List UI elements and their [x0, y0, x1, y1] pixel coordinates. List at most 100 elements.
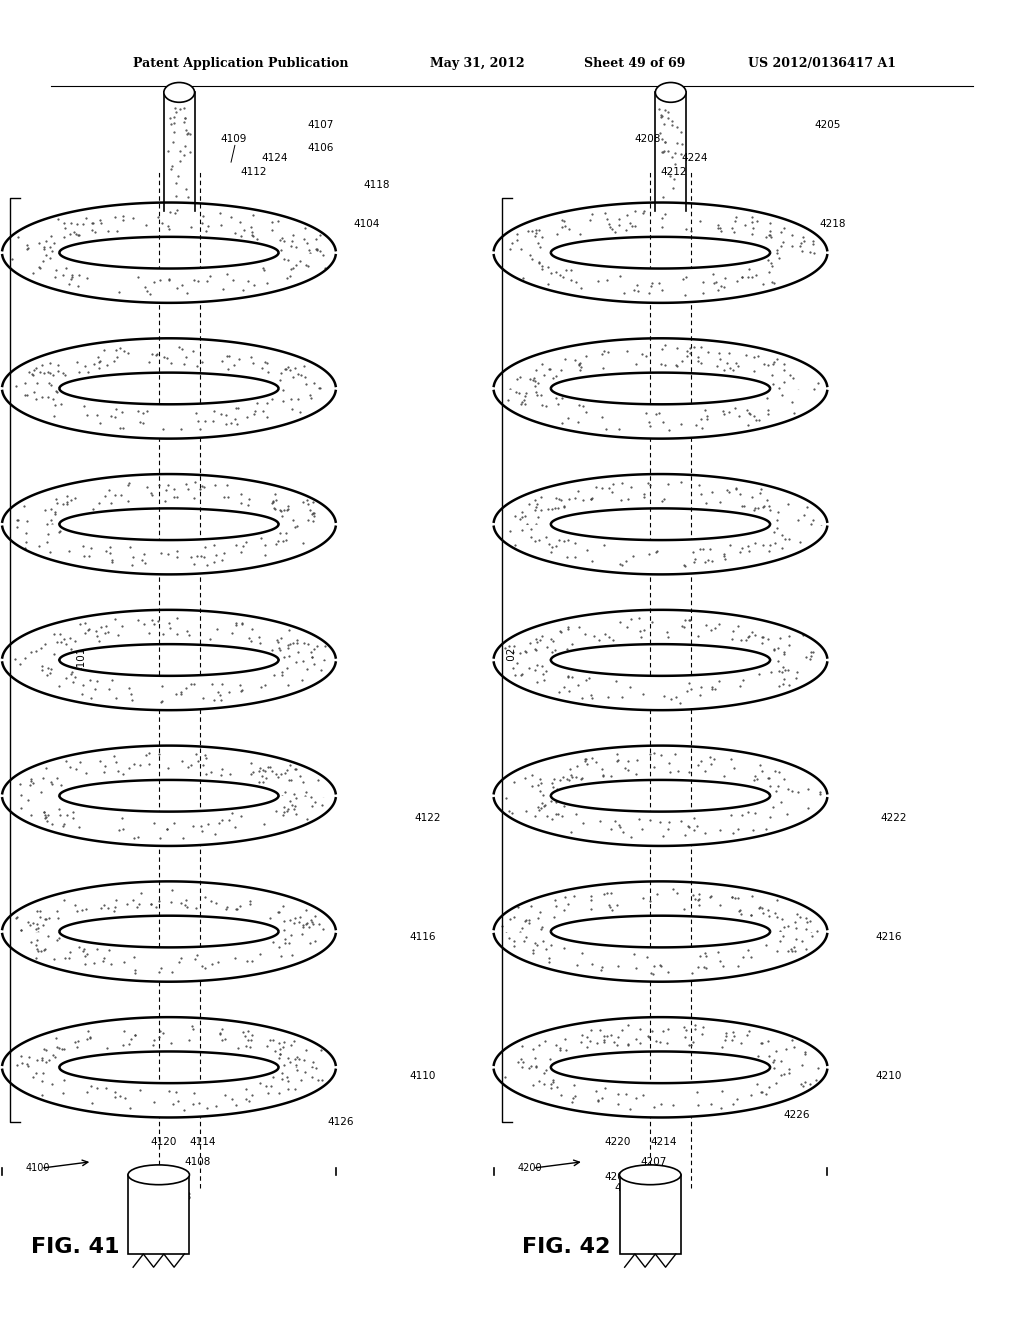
Point: [50, 1038, 67, 1059]
Point: [560, 529, 577, 550]
Point: [547, 890, 563, 911]
Point: [660, 473, 677, 494]
Point: [302, 499, 318, 520]
Point: [91, 351, 108, 372]
Point: [543, 541, 559, 562]
Point: [276, 499, 293, 520]
Point: [531, 529, 548, 550]
Point: [76, 939, 92, 960]
Point: [621, 1015, 637, 1036]
Point: [716, 544, 732, 565]
Point: [134, 549, 151, 570]
Point: [303, 642, 319, 663]
Point: [716, 545, 732, 566]
Point: [659, 961, 676, 982]
Point: [742, 904, 759, 925]
Point: [168, 1082, 184, 1104]
Point: [204, 953, 220, 974]
Point: [672, 692, 688, 713]
Point: [623, 477, 639, 498]
Point: [294, 923, 310, 944]
Point: [90, 492, 106, 513]
Point: [188, 355, 205, 376]
Point: [682, 610, 698, 631]
Point: [82, 1027, 98, 1048]
Point: [63, 638, 80, 659]
Point: [538, 661, 554, 682]
Point: [255, 771, 271, 792]
Point: [538, 793, 554, 814]
Point: [767, 532, 783, 553]
Point: [33, 941, 49, 962]
Point: [691, 474, 708, 495]
Point: [152, 1020, 168, 1041]
Point: [642, 891, 658, 912]
Point: [95, 946, 112, 968]
Point: [202, 628, 218, 649]
Point: [593, 960, 609, 981]
Point: [220, 346, 237, 367]
Point: [552, 264, 568, 285]
Point: [603, 482, 620, 503]
Point: [611, 214, 628, 235]
Point: [115, 210, 131, 231]
Point: [298, 900, 314, 921]
Point: [272, 1039, 289, 1060]
Point: [185, 1082, 202, 1104]
Point: [586, 624, 602, 645]
Point: [681, 762, 697, 783]
Point: [514, 502, 530, 523]
Point: [243, 752, 259, 774]
Point: [799, 911, 815, 932]
Point: [500, 389, 516, 411]
Point: [288, 1057, 304, 1078]
Point: [613, 686, 630, 708]
Point: [172, 684, 188, 705]
Point: [46, 267, 62, 288]
Point: [299, 808, 315, 829]
Point: [544, 772, 560, 793]
Point: [203, 890, 219, 911]
Point: [613, 1019, 630, 1040]
Point: [761, 541, 777, 562]
Point: [728, 1089, 744, 1110]
Point: [804, 925, 820, 946]
Point: [12, 1045, 29, 1067]
Point: [288, 236, 304, 257]
Point: [756, 495, 772, 516]
Point: [273, 764, 290, 785]
Point: [557, 1028, 573, 1049]
Point: [38, 908, 54, 929]
Point: [28, 919, 44, 940]
Point: [71, 1030, 87, 1051]
Point: [177, 890, 194, 911]
Point: [740, 259, 757, 280]
Point: [62, 490, 79, 511]
Point: [17, 384, 34, 405]
Point: [98, 1078, 115, 1100]
Point: [597, 418, 613, 440]
Point: [55, 227, 72, 248]
Text: 4206: 4206: [630, 1192, 656, 1203]
Point: [264, 639, 281, 660]
Point: [693, 751, 710, 772]
Point: [262, 908, 279, 929]
Point: [109, 339, 125, 360]
Point: [121, 1034, 137, 1055]
Point: [29, 913, 45, 935]
Point: [115, 417, 131, 438]
Point: [56, 364, 73, 385]
Point: [592, 1020, 608, 1041]
Point: [743, 223, 760, 244]
Point: [90, 351, 106, 372]
Point: [279, 499, 295, 520]
Point: [276, 359, 293, 380]
Point: [512, 239, 528, 260]
Point: [685, 1031, 701, 1052]
Point: [283, 925, 299, 946]
Point: [563, 766, 580, 787]
Point: [526, 805, 543, 826]
Point: [309, 635, 326, 656]
Point: [760, 628, 776, 649]
Text: 4200: 4200: [517, 1163, 542, 1173]
